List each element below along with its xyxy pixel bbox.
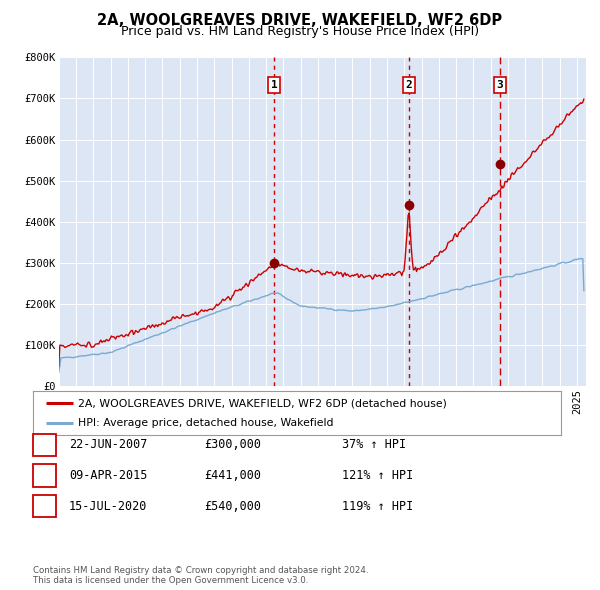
Text: 2: 2 bbox=[406, 80, 412, 90]
Text: £300,000: £300,000 bbox=[204, 438, 261, 451]
Text: £441,000: £441,000 bbox=[204, 469, 261, 482]
Text: 119% ↑ HPI: 119% ↑ HPI bbox=[342, 500, 413, 513]
Text: 15-JUL-2020: 15-JUL-2020 bbox=[69, 500, 148, 513]
Text: 3: 3 bbox=[497, 80, 503, 90]
Text: £540,000: £540,000 bbox=[204, 500, 261, 513]
Text: 2A, WOOLGREAVES DRIVE, WAKEFIELD, WF2 6DP: 2A, WOOLGREAVES DRIVE, WAKEFIELD, WF2 6D… bbox=[97, 13, 503, 28]
Text: 3: 3 bbox=[41, 502, 48, 511]
Text: 1: 1 bbox=[271, 80, 278, 90]
Text: HPI: Average price, detached house, Wakefield: HPI: Average price, detached house, Wake… bbox=[78, 418, 334, 428]
Text: 2A, WOOLGREAVES DRIVE, WAKEFIELD, WF2 6DP (detached house): 2A, WOOLGREAVES DRIVE, WAKEFIELD, WF2 6D… bbox=[78, 398, 447, 408]
Text: Contains HM Land Registry data © Crown copyright and database right 2024.
This d: Contains HM Land Registry data © Crown c… bbox=[33, 566, 368, 585]
Text: 121% ↑ HPI: 121% ↑ HPI bbox=[342, 469, 413, 482]
Text: 2: 2 bbox=[41, 471, 48, 480]
Text: 22-JUN-2007: 22-JUN-2007 bbox=[69, 438, 148, 451]
Text: Price paid vs. HM Land Registry's House Price Index (HPI): Price paid vs. HM Land Registry's House … bbox=[121, 25, 479, 38]
Text: 37% ↑ HPI: 37% ↑ HPI bbox=[342, 438, 406, 451]
Text: 09-APR-2015: 09-APR-2015 bbox=[69, 469, 148, 482]
Text: 1: 1 bbox=[41, 440, 48, 450]
